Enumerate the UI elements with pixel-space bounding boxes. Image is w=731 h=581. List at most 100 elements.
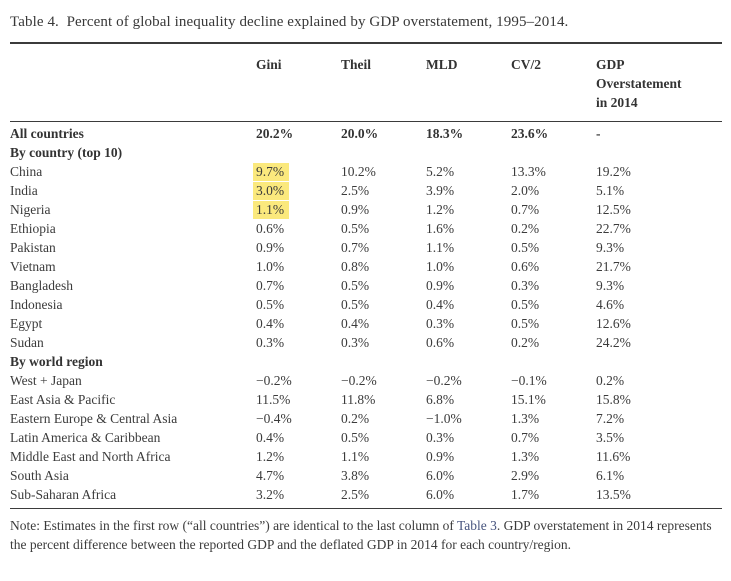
table-row: West + Japan −0.2% −0.2% −0.2% −0.1% 0.2%: [10, 371, 722, 390]
column-header-gini: Gini: [256, 57, 282, 72]
value-cell: 9.7%: [253, 162, 341, 181]
value-cell: 0.5%: [256, 297, 285, 312]
value-cell: 1.2%: [426, 202, 455, 217]
value-cell: 6.1%: [596, 468, 625, 483]
value-cell: 0.3%: [341, 335, 370, 350]
row-label: India: [10, 183, 38, 198]
column-header-cv2: CV/2: [511, 57, 541, 72]
table-row: Sudan 0.3% 0.3% 0.6% 0.2% 24.2%: [10, 333, 722, 352]
value-cell: 20.0%: [341, 126, 379, 141]
value-cell: 1.1%: [341, 449, 370, 464]
value-cell: 0.9%: [341, 202, 370, 217]
value-cell: 1.6%: [426, 221, 455, 236]
value-cell: 0.8%: [341, 259, 370, 274]
value-cell: 3.5%: [596, 430, 625, 445]
value-cell: 0.7%: [511, 430, 540, 445]
row-label: Latin America & Caribbean: [10, 430, 161, 445]
value-cell: 11.8%: [341, 392, 376, 407]
row-label: Eastern Europe & Central Asia: [10, 411, 178, 426]
data-table: Gini Theil MLD CV/2 GDP Overstatement in…: [10, 44, 722, 509]
value-cell: 0.3%: [426, 316, 455, 331]
row-label: East Asia & Pacific: [10, 392, 116, 407]
value-cell: 22.7%: [596, 221, 631, 236]
table-row: Sub-Saharan Africa 3.2% 2.5% 6.0% 1.7% 13.5%: [10, 485, 722, 504]
value-cell: 1.0%: [256, 259, 285, 274]
value-cell: 12.5%: [596, 202, 631, 217]
value-cell: 9.3%: [596, 278, 625, 293]
value-cell: 23.6%: [511, 126, 549, 141]
value-cell: −0.2%: [341, 373, 377, 388]
value-cell: 20.2%: [256, 126, 294, 141]
value-cell: 0.7%: [341, 240, 370, 255]
value-cell: 0.6%: [256, 221, 285, 236]
table-row: Pakistan 0.9% 0.7% 1.1% 0.5% 9.3%: [10, 238, 722, 257]
value-cell: 0.4%: [426, 297, 455, 312]
value-cell: 0.5%: [341, 278, 370, 293]
row-label: Middle East and North Africa: [10, 449, 171, 464]
value-cell: [426, 143, 511, 162]
table-3-link[interactable]: Table 3: [457, 518, 497, 533]
row-label: Vietnam: [10, 259, 56, 274]
column-header-mld: MLD: [426, 57, 458, 72]
value-cell: 0.5%: [511, 240, 540, 255]
value-cell: 0.9%: [256, 240, 285, 255]
row-label: China: [10, 164, 43, 179]
table-row: All countries 20.2% 20.0% 18.3% 23.6% -: [10, 124, 722, 143]
value-cell: [256, 352, 341, 371]
column-header-empty: [10, 55, 256, 112]
value-cell: −0.2%: [256, 373, 292, 388]
value-cell: 3.9%: [426, 183, 455, 198]
value-cell: 0.5%: [341, 430, 370, 445]
value-cell: [341, 352, 426, 371]
value-cell: 11.6%: [596, 449, 631, 464]
value-cell: 1.0%: [426, 259, 455, 274]
value-cell: 0.2%: [511, 221, 540, 236]
value-cell: 6.0%: [426, 468, 455, 483]
value-cell: 10.2%: [341, 164, 376, 179]
value-cell: [256, 143, 341, 162]
value-cell: −0.2%: [426, 373, 462, 388]
value-cell: −1.0%: [426, 411, 462, 426]
column-header-theil: Theil: [341, 57, 372, 72]
value-cell: [426, 352, 511, 371]
row-label: Pakistan: [10, 240, 56, 255]
value-cell: 0.5%: [511, 297, 540, 312]
value-cell: 2.9%: [511, 468, 540, 483]
value-cell: 0.3%: [426, 430, 455, 445]
table-row: East Asia & Pacific 11.5% 11.8% 6.8% 15.1% 15…: [10, 390, 722, 409]
value-cell: 3.8%: [341, 468, 370, 483]
value-cell: 5.2%: [426, 164, 455, 179]
value-cell: 3.0%: [253, 181, 341, 200]
value-cell: 4.7%: [256, 468, 285, 483]
value-cell: 6.8%: [426, 392, 455, 407]
table-body: All countries 20.2% 20.0% 18.3% 23.6% - By cou…: [10, 122, 722, 509]
value-cell: 9.3%: [596, 240, 625, 255]
value-cell: 0.2%: [511, 335, 540, 350]
value-cell: −0.4%: [256, 411, 292, 426]
value-cell: 18.3%: [426, 126, 464, 141]
value-cell: 1.3%: [511, 411, 540, 426]
section-header-row: By country (top 10): [10, 143, 722, 162]
row-label: Sudan: [10, 335, 44, 350]
row-label: Ethiopia: [10, 221, 56, 236]
value-cell: 0.7%: [256, 278, 285, 293]
value-cell: 13.5%: [596, 487, 631, 502]
value-cell: 4.6%: [596, 297, 625, 312]
value-cell: 0.4%: [256, 316, 285, 331]
value-cell: 15.1%: [511, 392, 546, 407]
value-cell: 0.5%: [341, 221, 370, 236]
value-cell: 1.2%: [256, 449, 285, 464]
value-cell: 1.7%: [511, 487, 540, 502]
value-cell: 2.5%: [341, 487, 370, 502]
value-cell: [596, 352, 722, 371]
value-cell: 6.0%: [426, 487, 455, 502]
row-label: By country (top 10): [10, 145, 123, 160]
table-row: Nigeria 1.1% 0.9% 1.2% 0.7% 12.5%: [10, 200, 722, 219]
value-cell: 12.6%: [596, 316, 631, 331]
value-cell: 2.5%: [341, 183, 370, 198]
table-note: Note: Estimates in the first row (“all c…: [10, 517, 717, 554]
table-row: Middle East and North Africa 1.2% 1.1% 0.9%…: [10, 447, 722, 466]
row-label: Nigeria: [10, 202, 51, 217]
value-cell: 0.6%: [426, 335, 455, 350]
